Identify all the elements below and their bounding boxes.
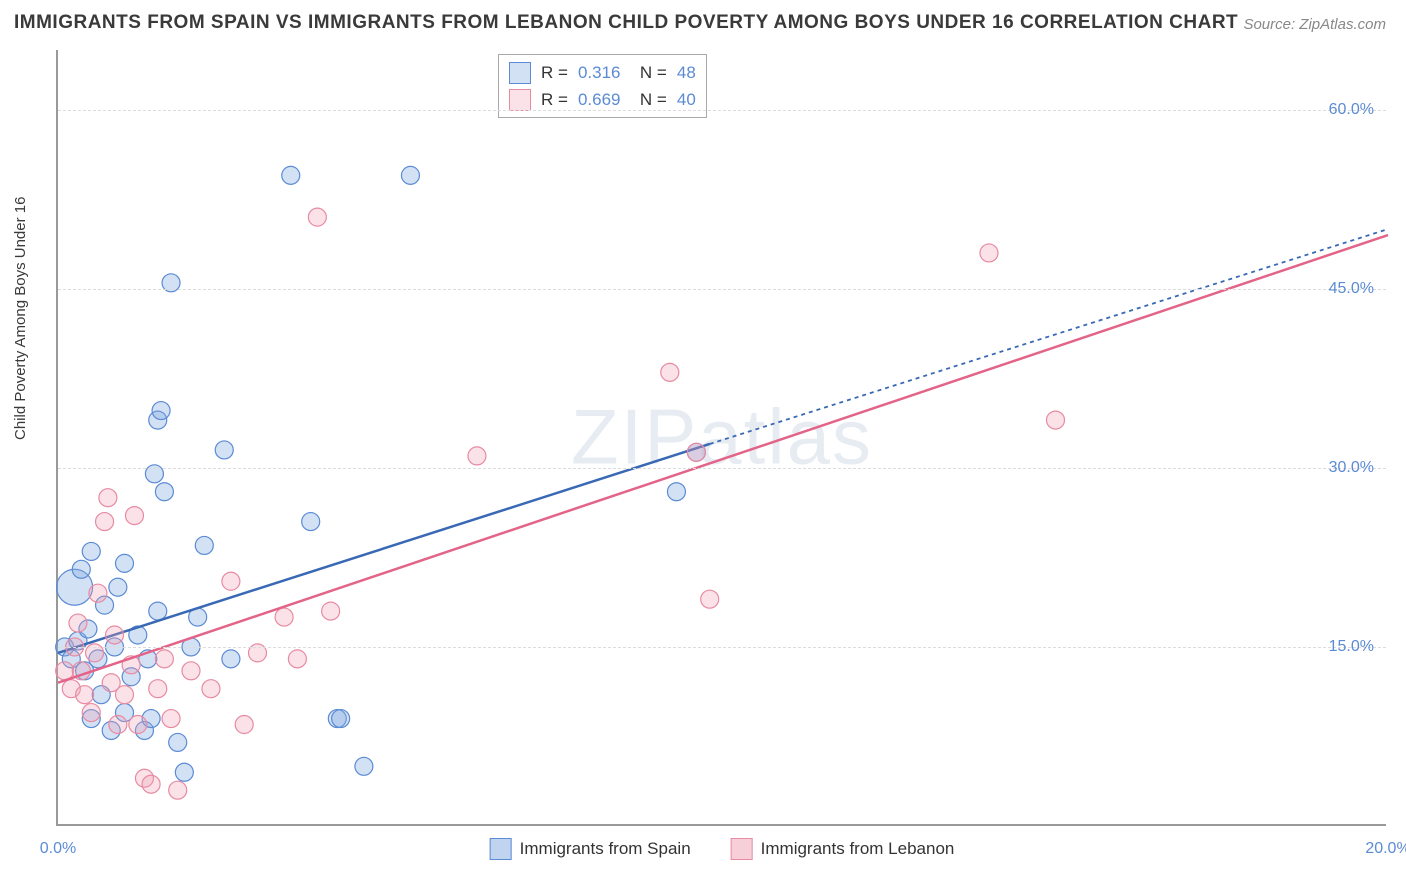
data-point (169, 781, 187, 799)
data-point (72, 560, 90, 578)
chart-plot-area: ZIPatlas R =0.316 N =48R =0.669 N =40 Im… (56, 50, 1386, 826)
data-point (332, 710, 350, 728)
data-point (149, 602, 167, 620)
x-tick-label: 20.0% (1365, 840, 1406, 858)
data-point (99, 489, 117, 507)
data-point (109, 578, 127, 596)
data-point (322, 602, 340, 620)
data-point (82, 704, 100, 722)
data-point (96, 513, 114, 531)
data-point (302, 513, 320, 531)
data-point (149, 680, 167, 698)
data-point (468, 447, 486, 465)
data-point (215, 441, 233, 459)
data-point (687, 443, 705, 461)
data-point (116, 554, 134, 572)
data-point (667, 483, 685, 501)
gridline (58, 110, 1386, 111)
gridline (58, 468, 1386, 469)
chart-title: IMMIGRANTS FROM SPAIN VS IMMIGRANTS FROM… (14, 12, 1238, 34)
data-point (222, 650, 240, 668)
legend-item: Immigrants from Lebanon (731, 838, 955, 860)
data-point (182, 662, 200, 680)
data-point (89, 584, 107, 602)
data-point (288, 650, 306, 668)
data-point (109, 716, 127, 734)
data-point (169, 733, 187, 751)
data-point (69, 614, 87, 632)
data-point (175, 763, 193, 781)
y-axis-label: Child Poverty Among Boys Under 16 (12, 197, 29, 440)
legend-label: Immigrants from Spain (520, 839, 691, 859)
data-point (125, 507, 143, 525)
data-point (202, 680, 220, 698)
data-point (1047, 411, 1065, 429)
legend-row: R = 0.316 N = 48 (509, 59, 696, 86)
data-point (701, 590, 719, 608)
legend-swatch (490, 838, 512, 860)
data-point (155, 483, 173, 501)
data-point (82, 542, 100, 560)
y-tick-label: 45.0% (1329, 280, 1374, 298)
data-point (129, 716, 147, 734)
data-point (282, 166, 300, 184)
legend-label: Immigrants from Lebanon (761, 839, 955, 859)
y-tick-label: 60.0% (1329, 101, 1374, 119)
data-point (142, 775, 160, 793)
y-tick-label: 30.0% (1329, 459, 1374, 477)
data-point (308, 208, 326, 226)
scatter-plot-svg (58, 50, 1386, 824)
series-legend: Immigrants from Spain Immigrants from Leb… (490, 838, 955, 860)
data-point (152, 402, 170, 420)
legend-swatch (509, 62, 531, 84)
x-tick-label: 0.0% (40, 840, 76, 858)
data-point (76, 686, 94, 704)
gridline (58, 647, 1386, 648)
data-point (661, 363, 679, 381)
legend-swatch (731, 838, 753, 860)
regression-extension (710, 229, 1388, 444)
source-attribution: Source: ZipAtlas.com (1243, 16, 1386, 33)
data-point (155, 650, 173, 668)
y-tick-label: 15.0% (1329, 638, 1374, 656)
data-point (116, 686, 134, 704)
data-point (235, 716, 253, 734)
gridline (58, 289, 1386, 290)
data-point (195, 536, 213, 554)
regression-line (58, 235, 1388, 683)
legend-item: Immigrants from Spain (490, 838, 691, 860)
data-point (222, 572, 240, 590)
data-point (980, 244, 998, 262)
legend-r-value: 0.316 (578, 59, 621, 86)
data-point (355, 757, 373, 775)
legend-n-value: 48 (677, 59, 696, 86)
data-point (162, 710, 180, 728)
data-point (275, 608, 293, 626)
legend-n-label: N = (630, 59, 666, 86)
legend-r-label: R = (541, 59, 568, 86)
data-point (401, 166, 419, 184)
legend-swatch (509, 89, 531, 111)
data-point (106, 626, 124, 644)
